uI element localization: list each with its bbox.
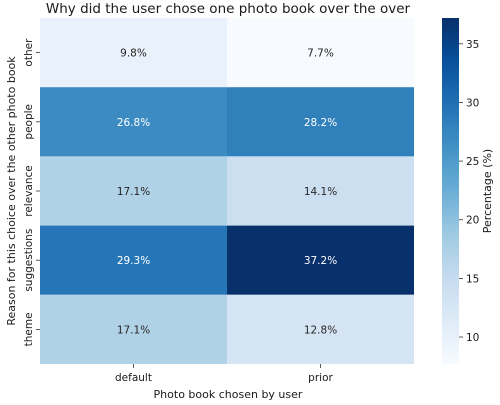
y-tick-label: people bbox=[23, 104, 35, 140]
y-tick-labels: other people relevance suggestions theme bbox=[23, 38, 40, 346]
heatmap-cell bbox=[227, 156, 414, 226]
colorbar-tick-label: 20 bbox=[466, 215, 479, 227]
cell-value-label: 14.1% bbox=[304, 186, 337, 198]
cell-value-label: 28.2% bbox=[304, 117, 337, 129]
colorbar bbox=[442, 18, 459, 364]
heatmap-cells: 9.8% 7.7% 26.8% 28.2% 17.1% 14.1% 29.3% 37.2% 17… bbox=[40, 18, 414, 364]
heatmap-cell bbox=[40, 156, 227, 226]
cell-value-label: 17.1% bbox=[117, 324, 150, 336]
heatmap-cell bbox=[40, 87, 227, 157]
y-axis-label: Reason for this choice over the other ph… bbox=[5, 56, 18, 326]
x-tick-labels: default prior bbox=[115, 364, 334, 384]
cell-value-label: 12.8% bbox=[304, 324, 337, 336]
cell-value-label: 7.7% bbox=[307, 48, 334, 60]
cell-value-label: 17.1% bbox=[117, 186, 150, 198]
x-tick-label: default bbox=[115, 372, 152, 384]
y-tick-label: other bbox=[23, 38, 35, 67]
cell-value-label: 29.3% bbox=[117, 255, 150, 267]
heatmap-cell bbox=[227, 225, 414, 295]
y-tick-label: suggestions bbox=[23, 229, 35, 292]
heatmap-cell bbox=[40, 294, 227, 364]
cell-value-label: 26.8% bbox=[117, 117, 150, 129]
colorbar-tick-label: 35 bbox=[466, 39, 479, 51]
heatmap-cell bbox=[227, 18, 414, 88]
heatmap-cell bbox=[40, 225, 227, 295]
heatmap-cell bbox=[227, 87, 414, 157]
colorbar-tick-label: 25 bbox=[466, 156, 479, 168]
colorbar-tick-label: 15 bbox=[466, 273, 479, 285]
x-axis-label: Photo book chosen by user bbox=[154, 388, 303, 401]
y-tick-label: relevance bbox=[23, 165, 35, 216]
colorbar-tick-label: 30 bbox=[466, 97, 479, 109]
cell-value-label: 9.8% bbox=[120, 48, 147, 60]
colorbar-label: Percentage (%) bbox=[481, 149, 494, 233]
x-tick-label: prior bbox=[308, 372, 333, 384]
colorbar-ticks: 10 15 20 25 30 35 bbox=[459, 39, 479, 344]
heatmap-cell bbox=[40, 18, 227, 88]
colorbar-tick-label: 10 bbox=[466, 332, 479, 344]
chart-title: Why did the user chose one photo book ov… bbox=[46, 1, 411, 17]
cell-value-label: 37.2% bbox=[304, 255, 337, 267]
heatmap-cell bbox=[227, 294, 414, 364]
y-tick-label: theme bbox=[23, 312, 35, 346]
